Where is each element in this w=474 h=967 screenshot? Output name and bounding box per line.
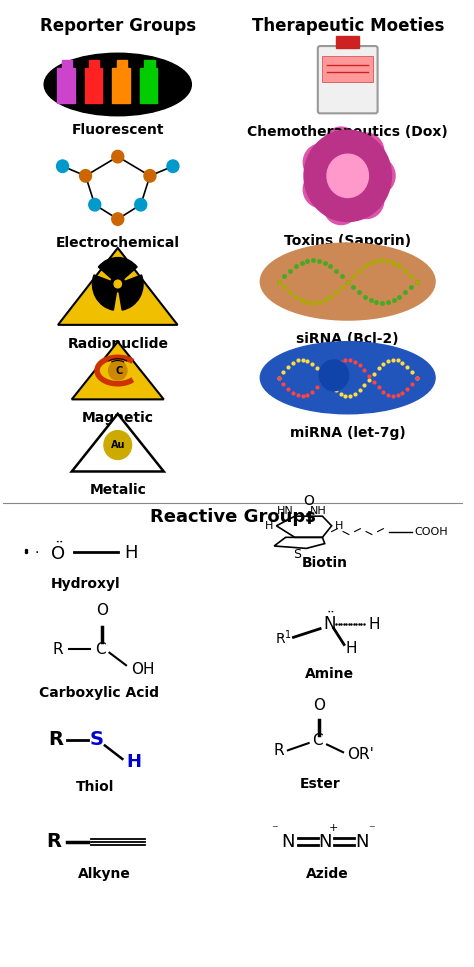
Ellipse shape — [260, 341, 435, 414]
Circle shape — [80, 169, 91, 182]
Text: N: N — [281, 833, 295, 851]
Bar — [112, 68, 130, 103]
Ellipse shape — [260, 243, 435, 320]
Text: C: C — [312, 733, 323, 748]
Text: R: R — [46, 833, 61, 851]
Text: ·: · — [35, 546, 39, 560]
Text: COOH: COOH — [414, 527, 448, 537]
Text: Carboxylic Acid: Carboxylic Acid — [39, 687, 159, 700]
Bar — [322, 56, 373, 82]
Text: N: N — [355, 833, 368, 851]
FancyBboxPatch shape — [318, 46, 378, 113]
Text: R$^1$: R$^1$ — [275, 628, 292, 647]
Text: OR': OR' — [347, 747, 374, 762]
Text: C: C — [116, 366, 123, 375]
Ellipse shape — [44, 53, 191, 116]
Text: H: H — [125, 544, 138, 562]
Bar — [140, 68, 157, 103]
Text: R: R — [53, 642, 64, 657]
Text: N: N — [318, 833, 331, 851]
Circle shape — [114, 280, 121, 288]
Circle shape — [319, 360, 349, 391]
Text: O: O — [96, 603, 108, 618]
Text: ⁻: ⁻ — [368, 823, 375, 836]
Wedge shape — [99, 257, 137, 279]
Polygon shape — [72, 414, 164, 472]
Circle shape — [349, 182, 384, 219]
Text: H: H — [346, 641, 357, 657]
Circle shape — [56, 160, 69, 172]
Bar — [145, 61, 155, 70]
Text: Toxins (Saporin): Toxins (Saporin) — [284, 233, 411, 248]
Text: H: H — [368, 617, 380, 632]
Circle shape — [109, 361, 127, 380]
Circle shape — [327, 154, 368, 197]
Circle shape — [144, 169, 156, 182]
Text: Reporter Groups: Reporter Groups — [40, 17, 196, 35]
Text: OH: OH — [132, 661, 155, 677]
Circle shape — [89, 198, 101, 211]
Circle shape — [304, 131, 392, 221]
Text: NH: NH — [310, 506, 326, 516]
Polygon shape — [58, 248, 178, 325]
Text: miRNA (let-7g): miRNA (let-7g) — [290, 425, 406, 440]
Text: H: H — [126, 753, 141, 771]
Text: Amine: Amine — [305, 667, 354, 681]
Text: C: C — [95, 642, 106, 657]
Text: Fluorescent: Fluorescent — [72, 123, 164, 137]
Circle shape — [112, 150, 124, 162]
Circle shape — [303, 144, 338, 181]
Text: Reactive Groups: Reactive Groups — [150, 508, 316, 525]
Bar — [85, 68, 102, 103]
Circle shape — [112, 213, 124, 225]
Text: Thiol: Thiol — [75, 780, 114, 794]
Wedge shape — [92, 275, 117, 310]
Text: ⁻: ⁻ — [271, 823, 277, 836]
Text: S: S — [293, 548, 301, 562]
Circle shape — [324, 188, 358, 224]
Text: Azide: Azide — [306, 866, 348, 881]
Text: HN: HN — [277, 506, 294, 516]
Text: R: R — [48, 730, 63, 749]
Text: Hydroxyl: Hydroxyl — [51, 577, 120, 591]
Text: O: O — [303, 493, 314, 508]
Text: Au: Au — [110, 440, 125, 450]
Text: Metalic: Metalic — [89, 484, 146, 497]
Text: Therapeutic Moeties: Therapeutic Moeties — [252, 17, 444, 35]
Bar — [336, 37, 359, 48]
Text: Magnetic: Magnetic — [82, 411, 154, 425]
Polygon shape — [72, 341, 164, 399]
Text: R: R — [273, 743, 284, 758]
Text: +: + — [328, 823, 337, 834]
Text: $\ddot{\rm O}$: $\ddot{\rm O}$ — [50, 542, 65, 565]
Text: Electrochemical: Electrochemical — [56, 236, 180, 249]
Text: H: H — [335, 521, 343, 531]
Text: Alkyne: Alkyne — [78, 866, 130, 881]
Text: Ester: Ester — [300, 777, 340, 791]
Bar — [89, 61, 100, 70]
Bar — [117, 61, 127, 70]
Circle shape — [110, 277, 125, 292]
Bar — [57, 68, 74, 103]
Text: Chemotherapeutics (Dox): Chemotherapeutics (Dox) — [247, 126, 448, 139]
Wedge shape — [119, 275, 143, 310]
Circle shape — [360, 158, 395, 194]
Circle shape — [135, 198, 147, 211]
Text: Biotin: Biotin — [302, 556, 348, 570]
Text: O: O — [313, 698, 325, 713]
Circle shape — [104, 430, 132, 459]
Text: H: H — [265, 521, 273, 531]
Circle shape — [167, 160, 179, 172]
Circle shape — [303, 171, 338, 208]
Text: siRNA (Bcl-2): siRNA (Bcl-2) — [296, 332, 399, 346]
Text: $\ddot{\rm N}$: $\ddot{\rm N}$ — [323, 612, 336, 634]
Text: Radionuclide: Radionuclide — [67, 337, 168, 351]
Text: S: S — [90, 730, 104, 749]
Circle shape — [349, 133, 384, 169]
Bar — [62, 61, 72, 70]
Circle shape — [324, 127, 358, 163]
